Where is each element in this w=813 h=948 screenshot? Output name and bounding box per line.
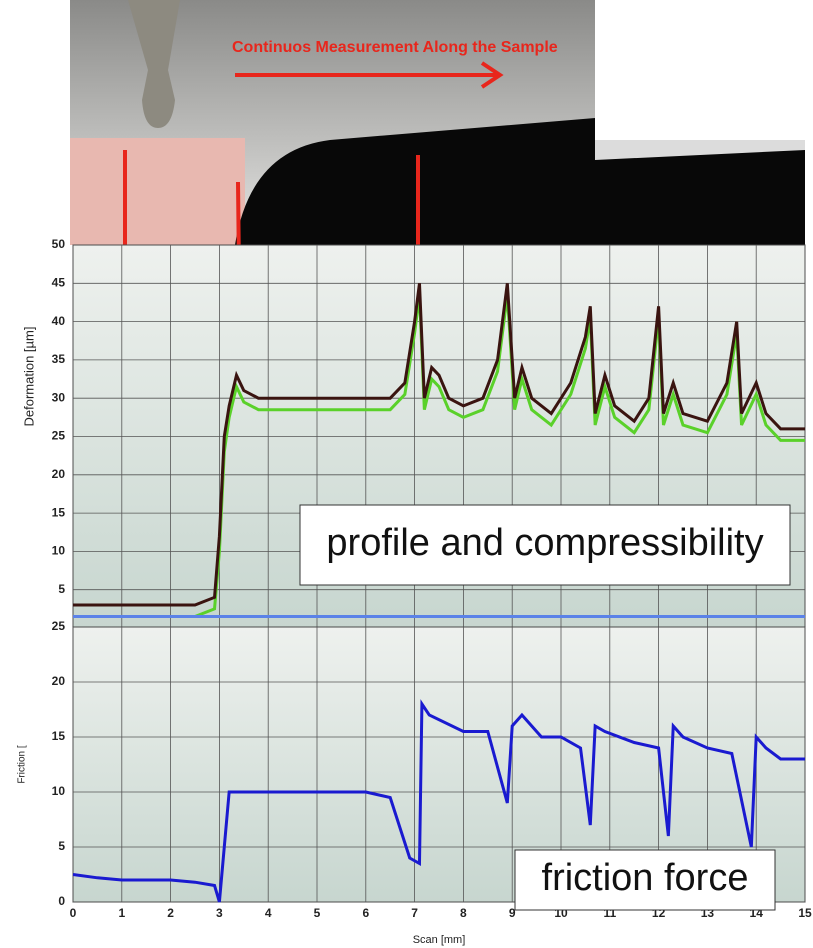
y-tick-label: 10 xyxy=(52,784,66,798)
sample-photo xyxy=(70,0,805,245)
y-tick-label: 5 xyxy=(58,582,65,596)
x-tick-label: 6 xyxy=(362,906,369,920)
data-line xyxy=(73,283,805,607)
chart-label: friction force xyxy=(542,857,749,899)
x-tick-label: 2 xyxy=(167,906,174,920)
y-tick-label: 15 xyxy=(52,729,66,743)
label-box xyxy=(514,849,776,911)
x-tick-label: 9 xyxy=(509,906,516,920)
y-tick-label: 50 xyxy=(52,237,66,251)
x-tick-label: 3 xyxy=(216,906,223,920)
y-tick-label: 40 xyxy=(52,314,66,328)
x-tick-label: 1 xyxy=(118,906,125,920)
y-tick-label: 20 xyxy=(52,467,66,481)
y-tick-label: 25 xyxy=(52,619,66,633)
x-tick-label: 0 xyxy=(70,906,77,920)
y-tick-label: 25 xyxy=(52,429,66,443)
x-tick-label: 5 xyxy=(314,906,321,920)
y-tick-label: 5 xyxy=(58,839,65,853)
chart-label: profile and compressibility xyxy=(326,522,763,564)
y-tick-label: 35 xyxy=(52,352,66,366)
x-axis-label: Scan [mm] xyxy=(413,934,466,946)
data-line xyxy=(73,294,805,619)
y-tick-label: 20 xyxy=(52,674,66,688)
y-tick-label: 45 xyxy=(52,275,66,289)
y-tick-label: 0 xyxy=(58,894,65,908)
x-tick-label: 8 xyxy=(460,906,467,920)
x-tick-label: 7 xyxy=(411,906,418,920)
label-box xyxy=(299,504,791,586)
y-axis-label: Friction [ xyxy=(17,745,28,784)
y-tick-label: 10 xyxy=(52,544,66,558)
y-tick-label: 15 xyxy=(52,505,66,519)
x-tick-label: 15 xyxy=(798,906,812,920)
y-axis-label: Deformation [µm] xyxy=(21,327,36,427)
x-tick-label: 4 xyxy=(265,906,272,920)
y-tick-label: 30 xyxy=(52,390,66,404)
data-line xyxy=(72,699,805,903)
annotation: Continuos Measurement Along the Sample xyxy=(232,39,558,56)
